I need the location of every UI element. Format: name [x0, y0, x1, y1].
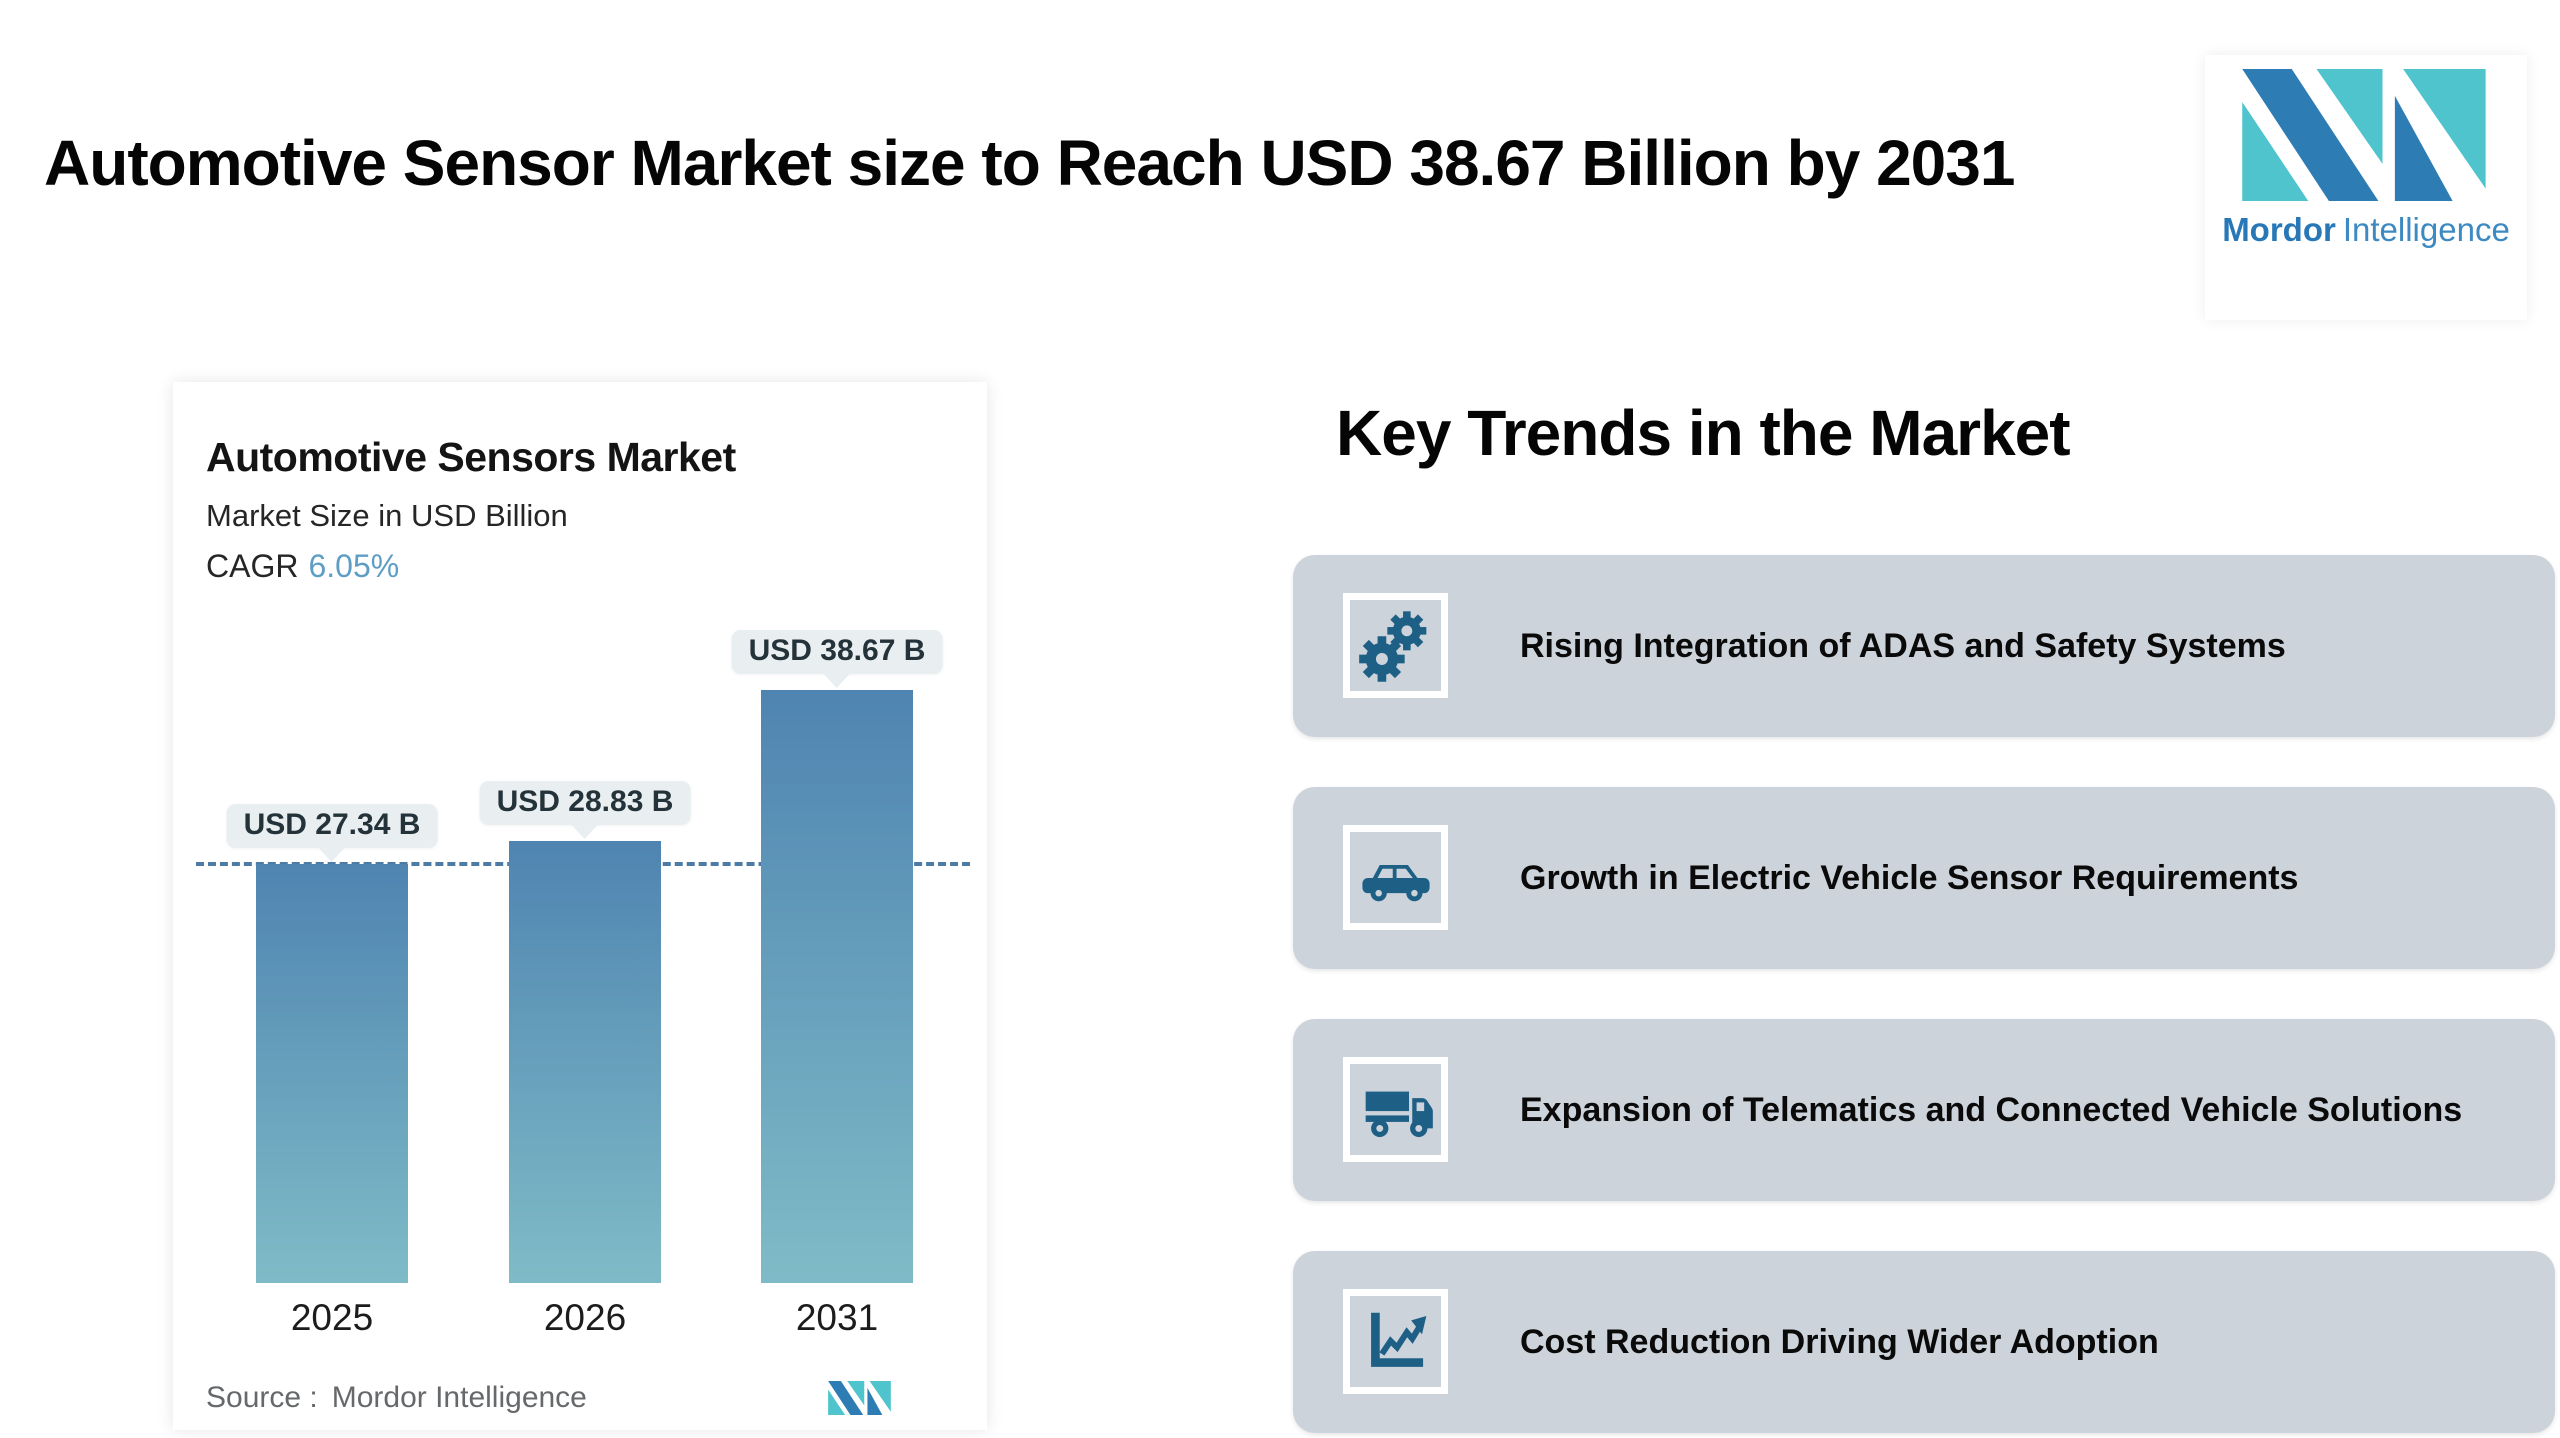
trend-label: Expansion of Telematics and Connected Ve…: [1520, 1090, 2463, 1129]
key-trends-heading: Key Trends in the Market: [1336, 397, 2071, 469]
trend-icon-frame: [1343, 1289, 1448, 1394]
bar-value-bubble-2026: USD 28.83 B: [479, 781, 691, 825]
bar-2025: [256, 864, 408, 1283]
bar-group-2026: USD 28.83 B 2026: [479, 781, 691, 1338]
bar-value-bubble-2025: USD 27.34 B: [226, 804, 438, 848]
market-chart-card: Automotive Sensors Market Market Size in…: [173, 382, 987, 1430]
x-axis-label-2025: 2025: [290, 1297, 374, 1338]
mordor-mini-logo-icon: [828, 1381, 891, 1415]
page-title: Automotive Sensor Market size to Reach U…: [44, 127, 2015, 199]
chart-subtitle: Market Size in USD Billion: [206, 498, 568, 533]
source-text: Source : Mordor Intelligence: [206, 1381, 587, 1415]
cagr-label: CAGR: [206, 548, 299, 584]
trend-icon-frame: [1343, 825, 1448, 930]
cagr-row: CAGR 6.05%: [206, 548, 399, 585]
mordor-logo-mark-icon: [2242, 69, 2486, 201]
logo-word-bold: Mordor: [2222, 211, 2336, 248]
truck-icon: [1365, 1091, 1433, 1137]
mordor-intelligence-logo: Mordor Intelligence: [2205, 55, 2527, 320]
gears-icon: [1358, 610, 1426, 682]
car-icon: [1361, 864, 1430, 901]
trend-card-adas: Rising Integration of ADAS and Safety Sy…: [1293, 555, 2555, 737]
trend-card-cost: Cost Reduction Driving Wider Adoption: [1293, 1251, 2555, 1433]
mordor-logo-wordmark: Mordor Intelligence: [2222, 211, 2510, 249]
bar-group-2025: USD 27.34 B 2025: [226, 804, 438, 1338]
source-value: Mordor Intelligence: [331, 1381, 587, 1414]
bar-2026: [509, 841, 661, 1283]
trend-label: Cost Reduction Driving Wider Adoption: [1520, 1322, 2159, 1361]
chart-title: Automotive Sensors Market: [206, 434, 736, 480]
bar-group-2031: USD 38.67 B 2031: [731, 630, 943, 1338]
trend-label: Growth in Electric Vehicle Sensor Requir…: [1520, 858, 2299, 897]
source-row: Source : Mordor Intelligence: [206, 1381, 987, 1415]
source-label: Source :: [206, 1381, 318, 1414]
bar-2031: [761, 690, 913, 1283]
trend-card-ev: Growth in Electric Vehicle Sensor Requir…: [1293, 787, 2555, 969]
trend-card-telematics: Expansion of Telematics and Connected Ve…: [1293, 1019, 2555, 1201]
trend-icon-frame: [1343, 1057, 1448, 1162]
x-axis-label-2026: 2026: [543, 1297, 627, 1338]
cagr-value: 6.05%: [308, 548, 400, 584]
bar-value-bubble-2031: USD 38.67 B: [731, 630, 943, 674]
chart-line-icon: [1370, 1312, 1426, 1367]
x-axis-label-2031: 2031: [795, 1297, 879, 1338]
trend-label: Rising Integration of ADAS and Safety Sy…: [1520, 626, 2286, 665]
trend-icon-frame: [1343, 593, 1448, 698]
bar-chart-plot: USD 27.34 B 2025 USD 28.83 B 2026 USD 38.67 …: [196, 620, 970, 1338]
logo-word-light: Intelligence: [2342, 211, 2510, 248]
